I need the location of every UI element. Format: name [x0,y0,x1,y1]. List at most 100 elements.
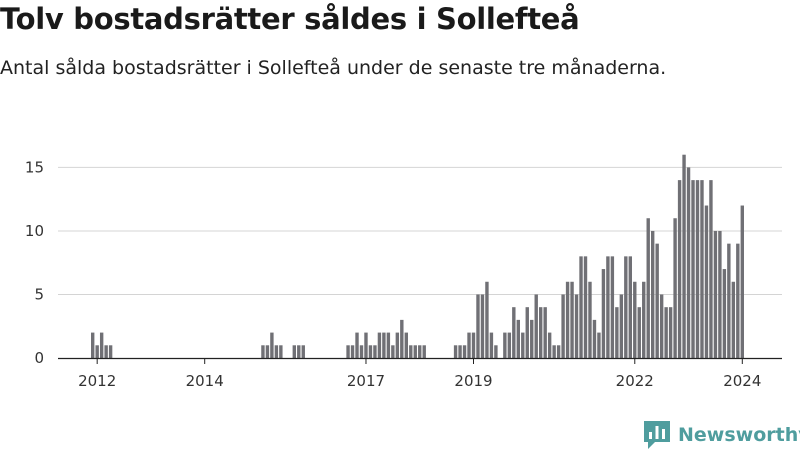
bar [489,332,494,358]
bar [628,256,632,358]
bar [359,345,364,358]
bar [606,256,610,358]
bar [686,167,691,358]
bar [677,180,682,358]
bar [265,345,270,358]
bar [700,180,704,358]
bar [592,319,597,358]
bar [462,345,467,358]
bar [99,332,104,358]
chart-subtitle: Antal sålda bostadsrätter i Sollefteå un… [0,57,667,79]
bar [530,319,534,358]
bar [624,256,628,358]
bar [476,294,480,358]
bar [521,332,525,358]
x-tick-label: 2019 [454,372,492,390]
x-tick-label: 2022 [616,372,654,390]
bar [382,332,386,358]
bar [561,294,565,358]
bar [543,307,547,358]
bar [574,294,579,358]
bar [646,218,650,358]
bar [633,281,637,358]
bar [534,294,538,358]
y-tick-label: 0 [34,349,44,367]
y-tick-label: 15 [25,158,44,176]
bar [642,281,646,358]
axes: 0 5 10 15 2012 2014 2017 2019 2022 2024 12 [25,0,782,390]
bar [655,243,659,358]
bar [301,345,305,358]
bar [422,345,426,358]
bar [108,345,113,358]
x-tick-label: 2017 [347,372,385,390]
bar [503,332,507,358]
bar [668,307,673,358]
bar [610,256,615,358]
bar [713,230,718,358]
bar [709,180,713,358]
bar [104,345,108,358]
bar [525,307,529,358]
bar [355,332,359,358]
bar [682,154,686,358]
bar [409,345,413,358]
bar [673,218,677,358]
bar [695,180,700,358]
bar [736,243,740,358]
bar [292,345,296,358]
bar [377,332,382,358]
bar [727,243,731,358]
bar [373,345,377,358]
bar [664,307,668,358]
bar [404,332,408,358]
bar [350,345,355,358]
bar [391,345,395,358]
bar [601,269,606,358]
bar [570,281,574,358]
bar [583,256,588,358]
x-tick-label: 2024 [723,372,761,390]
bar [637,307,641,358]
bar [485,281,489,358]
bar [279,345,283,358]
y-tick-label: 10 [25,222,44,240]
bar [718,230,722,358]
bar [346,345,350,358]
x-tick-label: 2014 [186,372,224,390]
bar [418,345,422,358]
bar [659,294,664,358]
bar [547,332,552,358]
bar [588,281,592,358]
bar [480,294,485,358]
bar [507,332,512,358]
bar [512,307,516,358]
brand-logo: Newsworthy [644,420,800,450]
bar [297,345,301,358]
bar [552,345,556,358]
brand-name: Newsworthy [678,424,800,446]
bar [471,332,476,358]
bar [539,307,543,358]
bar [368,345,373,358]
bar-chart: 0 5 10 15 2012 2014 2017 2019 2022 2024 12 [25,0,782,390]
bar [261,345,265,358]
bar [619,294,624,358]
y-tick-label: 5 [34,285,44,303]
bar [691,180,695,358]
x-tick-label: 2012 [78,372,116,390]
bars [91,154,744,358]
bar [516,319,520,358]
bar [467,332,471,358]
bar [556,345,561,358]
bar [579,256,583,358]
bar [740,205,744,358]
bar [453,345,458,358]
bar [413,345,417,358]
bar [615,307,619,358]
bar [400,319,404,358]
bar [395,332,400,358]
bar [494,345,498,358]
highlight-value-label: 12 [737,0,756,4]
bar [597,332,601,358]
